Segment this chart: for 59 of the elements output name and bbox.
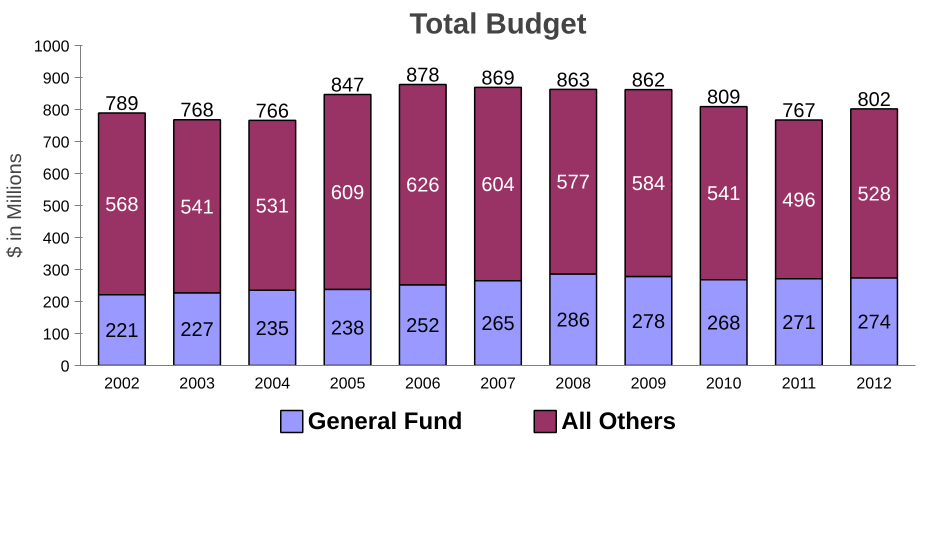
y-tick-label: 200 [42, 294, 70, 312]
legend-label: General Fund [308, 408, 462, 435]
y-tick-label: 800 [42, 102, 70, 120]
data-label: 278 [632, 311, 666, 334]
data-label: 238 [330, 317, 364, 340]
chart-title: Total Budget [409, 8, 587, 40]
y-tick-label: 600 [42, 166, 70, 184]
total-label: 802 [857, 88, 891, 111]
y-tick-label: 700 [42, 134, 70, 152]
data-label: 235 [256, 318, 290, 340]
data-label: 626 [406, 174, 440, 197]
total-label: 862 [632, 70, 666, 92]
x-tick-label: 2007 [480, 376, 516, 392]
x-tick-label: 2010 [706, 376, 742, 392]
data-label: 221 [105, 320, 139, 342]
data-label: 496 [782, 189, 816, 212]
x-tick-label: 2012 [856, 376, 892, 392]
x-tick-label: 2004 [254, 376, 290, 392]
y-tick-label: 300 [42, 262, 70, 280]
data-label: 609 [330, 182, 364, 204]
x-tick-label: 2011 [782, 376, 816, 392]
total-label: 766 [256, 100, 290, 122]
data-label: 274 [857, 312, 891, 334]
x-tick-label: 2002 [104, 376, 140, 392]
total-label: 789 [105, 93, 139, 116]
data-label: 584 [632, 173, 666, 196]
y-tick-label: 100 [42, 326, 70, 344]
total-label: 878 [406, 64, 440, 87]
data-label: 577 [556, 172, 590, 194]
x-tick-label: 2006 [404, 376, 441, 392]
legend-label: All Others [561, 408, 676, 435]
data-label: 541 [706, 183, 740, 206]
data-label: 528 [857, 183, 891, 206]
data-label: 604 [481, 174, 515, 196]
x-tick-label: 2005 [330, 376, 366, 392]
total-label: 847 [330, 74, 364, 96]
data-label: 252 [406, 315, 440, 338]
data-label: 271 [782, 312, 816, 334]
data-label: 268 [706, 312, 740, 335]
total-label: 863 [556, 69, 590, 92]
total-label: 768 [180, 100, 214, 122]
x-tick-label: 2009 [630, 376, 666, 392]
y-tick-label: 400 [42, 230, 70, 248]
total-label: 767 [782, 100, 816, 122]
data-label: 531 [256, 195, 290, 218]
data-label: 568 [105, 194, 139, 216]
y-tick-label: 500 [42, 198, 70, 216]
data-label: 286 [556, 310, 590, 332]
data-label: 265 [481, 313, 515, 336]
y-axis-title: $ in Millions [4, 153, 26, 258]
data-label: 541 [180, 196, 214, 218]
y-tick-label: 0 [60, 358, 70, 376]
data-label: 227 [180, 319, 214, 342]
x-tick-label: 2003 [179, 376, 215, 392]
y-tick-label: 900 [42, 70, 70, 88]
total-label: 809 [706, 86, 740, 109]
total-label: 869 [481, 67, 515, 90]
y-tick-label: 1000 [34, 38, 70, 56]
x-tick-label: 2008 [555, 376, 592, 392]
